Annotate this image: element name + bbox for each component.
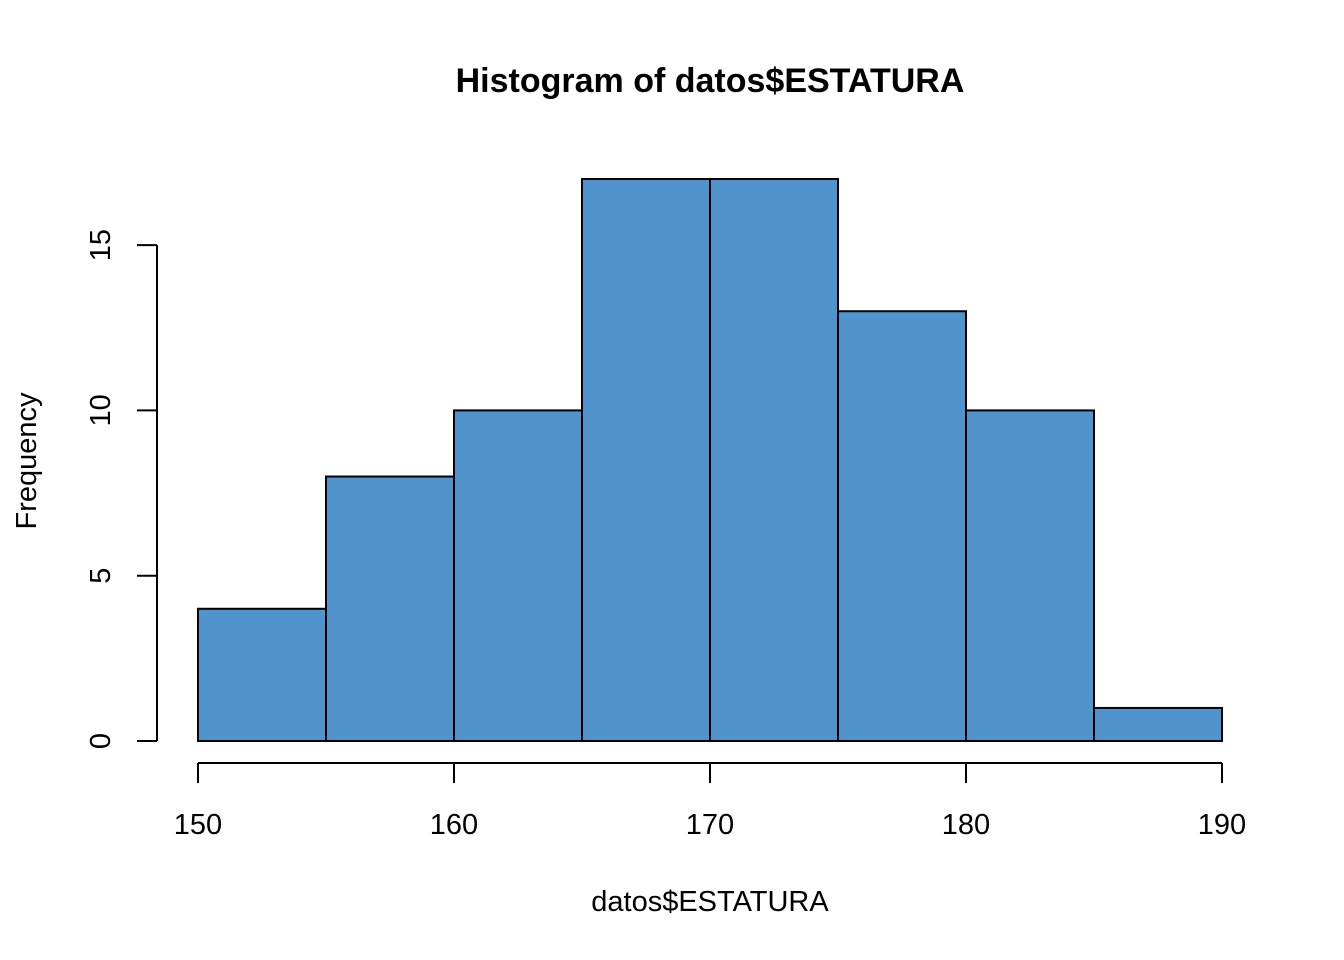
x-tick-label-4: 190 <box>1198 809 1246 841</box>
histogram-bar-0 <box>197 607 327 742</box>
y-tick-label-3: 15 <box>85 229 117 261</box>
histogram-bar-5 <box>837 310 967 742</box>
x-tick-label-3: 180 <box>942 809 990 841</box>
bars-group <box>197 178 1223 742</box>
x-axis-title: datos$ESTATURA <box>591 886 829 918</box>
chart-title: Histogram of datos$ESTATURA <box>456 62 965 100</box>
histogram-bar-4 <box>709 178 839 742</box>
x-tick-label-0: 150 <box>174 809 222 841</box>
y-tick-label-1: 5 <box>85 568 117 584</box>
x-tick-label-1: 160 <box>430 809 478 841</box>
y-tick-label-2: 10 <box>85 394 117 426</box>
histogram-bar-6 <box>965 409 1095 742</box>
histogram-bar-7 <box>1093 706 1223 742</box>
x-tick-label-2: 170 <box>686 809 734 841</box>
y-tick-label-0: 0 <box>85 733 117 749</box>
x-axis: 150 160 170 180 190 <box>174 762 1246 841</box>
histogram-bar-2 <box>453 409 583 742</box>
histogram-bar-3 <box>581 178 711 742</box>
histogram-bar-1 <box>325 475 455 742</box>
y-axis: 0 5 10 15 <box>85 229 158 749</box>
y-axis-title: Frequency <box>11 392 43 530</box>
